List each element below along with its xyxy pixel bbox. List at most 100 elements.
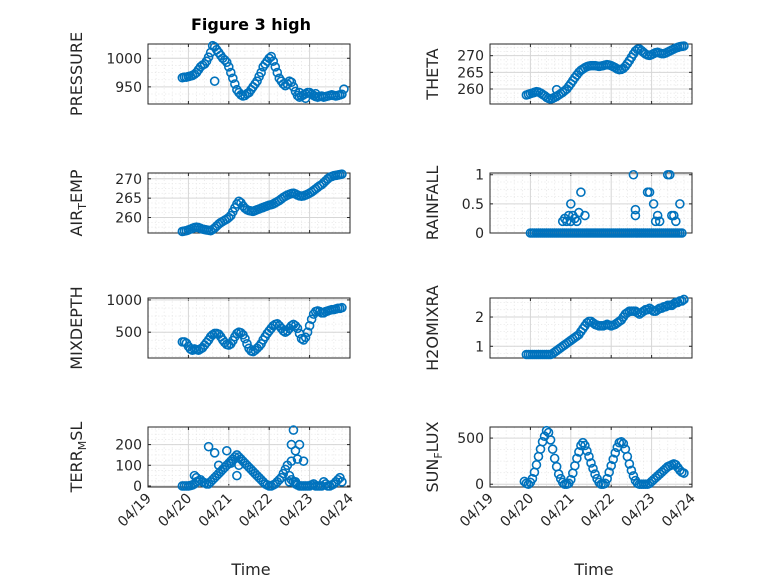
data-point bbox=[679, 294, 689, 305]
data-point bbox=[669, 210, 679, 221]
figure-title: Figure 3 high bbox=[191, 15, 311, 34]
data-point bbox=[302, 327, 313, 337]
axes-box bbox=[147, 43, 351, 105]
data-point bbox=[270, 62, 281, 72]
plot-area bbox=[147, 426, 351, 488]
y-tick-label: 1 bbox=[475, 339, 484, 355]
data-point bbox=[588, 463, 598, 474]
data-point bbox=[252, 76, 262, 86]
y-axis-label-sun-f-lux: SUNFLUX bbox=[423, 421, 445, 492]
data-point bbox=[561, 216, 572, 227]
data-point bbox=[584, 451, 594, 462]
y-tick-label: 0 bbox=[475, 477, 484, 493]
data-point bbox=[232, 470, 242, 481]
data-point bbox=[209, 76, 220, 86]
y-tick-label: 100 bbox=[115, 458, 142, 474]
subplot-air-temp: 260 265 270 AIRTEMP bbox=[67, 169, 351, 237]
data-point bbox=[230, 79, 240, 89]
y-tick-label: 1 bbox=[475, 168, 484, 184]
data-point bbox=[286, 77, 297, 88]
data-point bbox=[191, 472, 202, 483]
data-point bbox=[648, 199, 659, 209]
data-point bbox=[189, 470, 200, 481]
data-point bbox=[608, 454, 619, 465]
data-point bbox=[616, 436, 627, 447]
data-point bbox=[565, 474, 576, 485]
data-point bbox=[654, 216, 665, 227]
data-point bbox=[610, 448, 621, 458]
data-point bbox=[565, 199, 576, 209]
series-h2omixra bbox=[521, 294, 689, 360]
x-axis-label-right: Time bbox=[573, 560, 613, 579]
data-point bbox=[600, 478, 610, 489]
axes-box bbox=[147, 172, 351, 234]
subplot-rainfall: 0 0.5 1 RAINFALL bbox=[423, 166, 693, 242]
data-point bbox=[626, 465, 637, 476]
data-point bbox=[677, 228, 687, 238]
y-axis-label-rainfall: RAINFALL bbox=[423, 166, 442, 241]
y-tick-label: 260 bbox=[457, 82, 484, 98]
data-point bbox=[630, 204, 641, 215]
y-tick-label: 270 bbox=[457, 49, 484, 65]
data-point bbox=[224, 62, 234, 72]
data-point bbox=[677, 296, 687, 306]
data-point bbox=[256, 67, 266, 78]
data-point bbox=[551, 84, 562, 95]
data-point bbox=[339, 84, 349, 94]
data-point bbox=[268, 56, 279, 66]
data-point bbox=[286, 456, 297, 466]
data-point bbox=[298, 335, 309, 345]
series-sun-f-lux bbox=[519, 425, 689, 490]
data-point bbox=[288, 425, 299, 435]
data-point bbox=[337, 169, 347, 179]
axes-box bbox=[147, 297, 351, 359]
data-point bbox=[221, 57, 232, 68]
axes-box bbox=[147, 426, 351, 488]
data-point bbox=[572, 453, 582, 464]
data-point bbox=[294, 439, 305, 450]
data-point bbox=[644, 187, 655, 198]
y-tick-label: 270 bbox=[115, 172, 142, 188]
data-point bbox=[650, 216, 661, 227]
y-tick-label: 500 bbox=[457, 431, 484, 447]
data-point bbox=[298, 456, 309, 466]
data-point bbox=[306, 314, 317, 325]
y-axis-label-terr-m-sl: TERRMSL bbox=[67, 422, 89, 494]
data-point bbox=[337, 89, 347, 100]
data-point bbox=[219, 55, 230, 65]
data-point bbox=[624, 459, 635, 469]
data-point bbox=[618, 438, 629, 449]
data-point bbox=[234, 460, 244, 471]
data-point bbox=[284, 477, 295, 487]
data-point bbox=[675, 199, 685, 209]
data-point bbox=[580, 210, 590, 221]
data-point bbox=[209, 448, 220, 458]
data-point bbox=[652, 210, 663, 221]
data-point bbox=[664, 169, 675, 180]
y-tick-label: 500 bbox=[115, 325, 142, 341]
data-point bbox=[671, 216, 681, 227]
data-point bbox=[337, 477, 347, 487]
data-point bbox=[290, 477, 301, 487]
series-mixdepth bbox=[177, 302, 347, 357]
data-point bbox=[602, 473, 612, 484]
data-point bbox=[679, 468, 689, 478]
data-point bbox=[292, 323, 303, 334]
y-tick-label: 260 bbox=[115, 211, 142, 227]
y-axis-label-pressure: PRESSURE bbox=[67, 32, 86, 116]
data-point bbox=[290, 320, 301, 331]
subplot-pressure: 950 1000 PRESSURE bbox=[67, 32, 351, 116]
data-point bbox=[590, 469, 600, 479]
data-point bbox=[604, 467, 614, 478]
data-point bbox=[272, 67, 283, 78]
data-point bbox=[572, 216, 582, 227]
data-point bbox=[547, 444, 558, 454]
data-point bbox=[300, 93, 311, 104]
axes-box bbox=[489, 426, 693, 488]
y-tick-label: 0 bbox=[133, 479, 142, 495]
series-pressure bbox=[177, 40, 349, 104]
data-point bbox=[294, 87, 305, 98]
data-point bbox=[288, 82, 299, 92]
data-point bbox=[337, 302, 347, 313]
